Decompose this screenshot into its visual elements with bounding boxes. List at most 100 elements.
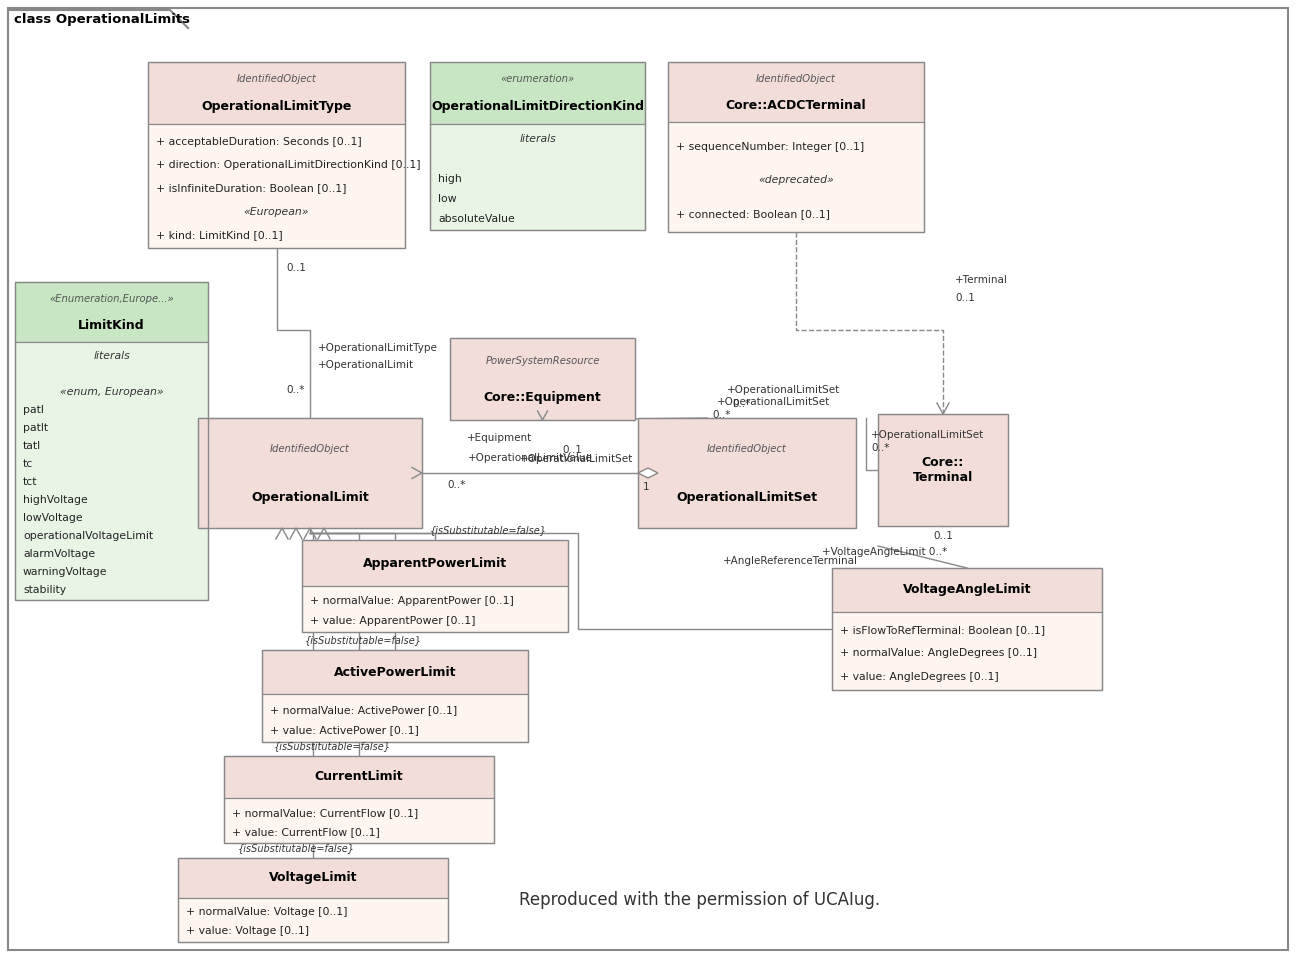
Bar: [224, 756, 494, 798]
Text: + direction: OperationalLimitDirectionKind [0..1]: + direction: OperationalLimitDirectionKi…: [156, 160, 421, 170]
Text: 0..*: 0..*: [871, 443, 889, 453]
Bar: [16, 282, 207, 342]
Text: +Equipment: +Equipment: [468, 433, 533, 443]
Text: literals: literals: [93, 350, 130, 361]
Text: lowVoltage: lowVoltage: [23, 513, 83, 523]
Bar: [178, 858, 448, 898]
Bar: [430, 124, 645, 230]
Bar: [148, 62, 404, 124]
Text: + value: AngleDegrees [0..1]: + value: AngleDegrees [0..1]: [840, 672, 999, 682]
Bar: [667, 62, 924, 232]
Bar: [16, 342, 207, 600]
Text: absoluteValue: absoluteValue: [438, 214, 515, 224]
Text: +AngleReferenceTerminal: +AngleReferenceTerminal: [723, 556, 858, 566]
Text: 0..*: 0..*: [286, 385, 305, 395]
Text: OperationalLimitType: OperationalLimitType: [201, 100, 351, 113]
Text: literals: literals: [520, 134, 556, 144]
Bar: [832, 568, 1102, 690]
Bar: [262, 650, 527, 742]
Text: +OperationalLimitType: +OperationalLimitType: [318, 343, 438, 353]
Text: ActivePowerLimit: ActivePowerLimit: [334, 665, 456, 679]
Text: ApparentPowerLimit: ApparentPowerLimit: [363, 557, 507, 569]
Text: {isSubstitutable=false}: {isSubstitutable=false}: [430, 525, 547, 535]
Bar: [198, 418, 422, 528]
Bar: [638, 418, 855, 528]
Text: +OperationalLimitSet: +OperationalLimitSet: [520, 454, 632, 464]
Text: tc: tc: [23, 458, 34, 469]
Text: + normalValue: ActivePower [0..1]: + normalValue: ActivePower [0..1]: [270, 704, 457, 715]
Bar: [638, 418, 855, 528]
Bar: [430, 62, 645, 124]
Text: highVoltage: highVoltage: [23, 495, 88, 505]
Text: IdentifiedObject: IdentifiedObject: [756, 74, 836, 84]
Text: + value: ApparentPower [0..1]: + value: ApparentPower [0..1]: [310, 616, 476, 626]
Bar: [832, 612, 1102, 690]
Text: +Terminal: +Terminal: [955, 275, 1008, 285]
Text: OperationalLimit: OperationalLimit: [251, 491, 369, 503]
Text: VoltageAngleLimit: VoltageAngleLimit: [903, 584, 1032, 596]
Bar: [198, 418, 422, 528]
Text: warningVoltage: warningVoltage: [23, 568, 108, 577]
Text: 0..1: 0..1: [286, 263, 306, 273]
Text: 0..*: 0..*: [448, 480, 467, 490]
Text: IdentifiedObject: IdentifiedObject: [708, 444, 787, 454]
Text: alarmVoltage: alarmVoltage: [23, 549, 95, 559]
Text: VoltageLimit: VoltageLimit: [268, 872, 358, 884]
Text: + kind: LimitKind [0..1]: + kind: LimitKind [0..1]: [156, 230, 283, 240]
Text: + value: CurrentFlow [0..1]: + value: CurrentFlow [0..1]: [232, 827, 380, 837]
Bar: [832, 568, 1102, 612]
Text: OperationalLimitDirectionKind: OperationalLimitDirectionKind: [432, 100, 644, 113]
Text: LimitKind: LimitKind: [78, 319, 145, 332]
Text: IdentifiedObject: IdentifiedObject: [270, 444, 350, 454]
Bar: [302, 586, 568, 632]
Text: stability: stability: [23, 585, 66, 595]
Text: + value: Voltage [0..1]: + value: Voltage [0..1]: [187, 926, 310, 937]
Text: + acceptableDuration: Seconds [0..1]: + acceptableDuration: Seconds [0..1]: [156, 137, 362, 146]
Text: Core::ACDCTerminal: Core::ACDCTerminal: [726, 99, 866, 112]
Text: «deprecated»: «deprecated»: [758, 175, 833, 186]
Bar: [178, 898, 448, 942]
Bar: [450, 338, 635, 420]
Text: OperationalLimitSet: OperationalLimitSet: [677, 491, 818, 503]
Text: 0..1: 0..1: [562, 445, 582, 455]
Bar: [667, 62, 924, 122]
Text: class OperationalLimits: class OperationalLimits: [14, 12, 191, 26]
Text: +OperationalLimitSet: +OperationalLimitSet: [871, 430, 984, 440]
Text: +OperationalLimitValue: +OperationalLimitValue: [468, 453, 592, 463]
Text: low: low: [438, 194, 456, 204]
Bar: [224, 756, 494, 843]
Bar: [667, 122, 924, 232]
Polygon shape: [638, 468, 658, 478]
Text: «enum, European»: «enum, European»: [60, 387, 163, 396]
Text: + normalValue: AngleDegrees [0..1]: + normalValue: AngleDegrees [0..1]: [840, 648, 1037, 658]
Text: patl: patl: [23, 405, 44, 414]
Bar: [302, 540, 568, 632]
Bar: [262, 650, 527, 694]
Text: 1: 1: [643, 482, 649, 492]
Text: patlt: patlt: [23, 423, 48, 433]
Text: {isSubstitutable=false}: {isSubstitutable=false}: [273, 741, 391, 751]
Bar: [430, 62, 645, 230]
Text: 0..1: 0..1: [955, 293, 975, 303]
Bar: [877, 414, 1008, 526]
Text: 0..*: 0..*: [712, 410, 731, 420]
Text: Core::
Terminal: Core:: Terminal: [912, 456, 973, 484]
Text: {isSubstitutable=false}: {isSubstitutable=false}: [238, 843, 355, 853]
Text: +OperationalLimit: +OperationalLimit: [318, 360, 415, 370]
Text: + normalValue: ApparentPower [0..1]: + normalValue: ApparentPower [0..1]: [310, 596, 515, 606]
Bar: [148, 124, 404, 248]
Text: PowerSystemResource: PowerSystemResource: [485, 356, 600, 366]
Text: Reproduced with the permission of UCAIug.: Reproduced with the permission of UCAIug…: [520, 891, 880, 909]
Bar: [450, 338, 635, 420]
Bar: [302, 540, 568, 586]
Text: «erumeration»: «erumeration»: [500, 75, 574, 84]
Text: IdentifiedObject: IdentifiedObject: [237, 75, 316, 84]
Text: + normalValue: Voltage [0..1]: + normalValue: Voltage [0..1]: [187, 907, 347, 918]
Text: high: high: [438, 174, 461, 184]
Text: Core::Equipment: Core::Equipment: [483, 390, 601, 404]
Text: {isSubstitutable=false}: {isSubstitutable=false}: [305, 635, 422, 645]
Text: CurrentLimit: CurrentLimit: [315, 770, 403, 784]
Text: + connected: Boolean [0..1]: + connected: Boolean [0..1]: [677, 209, 829, 218]
Text: operationalVoltageLimit: operationalVoltageLimit: [23, 531, 153, 541]
Text: +VoltageAngleLimit 0..*: +VoltageAngleLimit 0..*: [822, 547, 947, 557]
